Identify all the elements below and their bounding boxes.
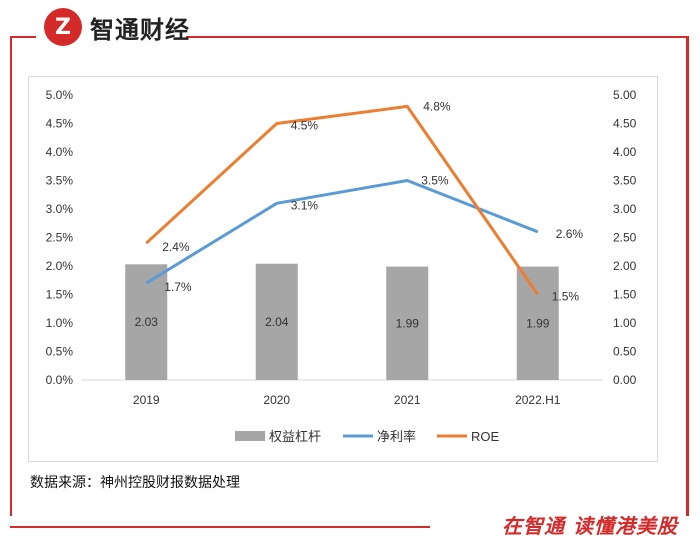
right-tick-label: 1.00 xyxy=(613,316,637,330)
bar-equity-multiplier xyxy=(516,266,559,380)
left-tick-label: 4.5% xyxy=(46,117,74,131)
right-tick-label: 1.50 xyxy=(613,288,637,302)
right-tick-label: 4.50 xyxy=(613,117,637,131)
brand-logo: Z 智通财经 xyxy=(44,8,190,46)
right-tick-label: 0.50 xyxy=(613,345,637,359)
brand-name: 智通财经 xyxy=(90,15,190,44)
footer-slogan: 在智通 读懂港美股 xyxy=(502,514,678,538)
left-tick-label: 3.5% xyxy=(46,174,74,188)
legend-label: 权益杠杆 xyxy=(269,429,321,444)
bar-data-label: 2.03 xyxy=(135,315,159,329)
net-margin-data-label: 1.7% xyxy=(164,280,192,294)
bar-data-label: 1.99 xyxy=(396,316,420,330)
x-tick-label: 2020 xyxy=(263,393,290,407)
left-tick-label: 1.0% xyxy=(46,316,74,330)
net-margin-line xyxy=(145,179,539,285)
roe-data-label: 4.8% xyxy=(423,99,451,113)
left-tick-label: 2.0% xyxy=(46,259,74,273)
right-tick-label: 0.00 xyxy=(613,373,637,387)
x-tick-label: 2019 xyxy=(133,393,160,407)
left-tick-label: 0.0% xyxy=(46,373,74,387)
legend-swatch-equity-multiplier xyxy=(235,431,265,441)
roe-data-label: 1.5% xyxy=(552,290,580,304)
bar-equity-multiplier xyxy=(386,266,429,380)
left-tick-label: 5.0% xyxy=(46,88,74,102)
left-tick-label: 1.5% xyxy=(46,288,74,302)
bar-data-label: 1.99 xyxy=(526,316,550,330)
right-tick-label: 3.50 xyxy=(613,174,637,188)
left-tick-label: 3.0% xyxy=(46,202,74,216)
x-tick-label: 2021 xyxy=(394,393,421,407)
right-tick-label: 3.00 xyxy=(613,202,637,216)
chart-container: 0.0% 0.5% 1.0% 1.5% 2.0% 2.5% 3.0% 3.5% 4.0% 4.5%… xyxy=(28,76,658,462)
legend-label: 净利率 xyxy=(377,429,416,444)
net-margin-data-label: 3.5% xyxy=(421,174,449,188)
right-tick-label: 5.00 xyxy=(613,88,637,102)
net-margin-data-label: 2.6% xyxy=(556,227,584,241)
footer-line xyxy=(10,526,430,528)
roe-data-label: 2.4% xyxy=(162,240,190,254)
x-tick-label: 2022.H1 xyxy=(515,393,561,407)
logo-mark-icon: Z xyxy=(44,8,82,46)
right-tick-label: 2.50 xyxy=(613,231,637,245)
net-margin-data-label: 3.1% xyxy=(291,198,319,212)
roe-data-label: 4.5% xyxy=(291,119,319,133)
frame-right-edge xyxy=(687,36,689,516)
right-tick-label: 4.00 xyxy=(613,145,637,159)
bar-equity-multiplier xyxy=(255,263,298,380)
right-tick-label: 2.00 xyxy=(613,259,637,273)
combo-chart: 0.0% 0.5% 1.0% 1.5% 2.0% 2.5% 3.0% 3.5% 4.0% 4.5%… xyxy=(46,88,637,444)
legend-label: ROE xyxy=(471,429,500,444)
source-note: 数据来源：神州控股财报数据处理 xyxy=(30,475,240,491)
bar-data-label: 2.04 xyxy=(265,315,289,329)
left-tick-label: 0.5% xyxy=(46,345,74,359)
roe-line xyxy=(145,104,539,296)
left-tick-label: 2.5% xyxy=(46,231,74,245)
left-tick-label: 4.0% xyxy=(46,145,74,159)
bar-equity-multiplier xyxy=(125,264,168,380)
